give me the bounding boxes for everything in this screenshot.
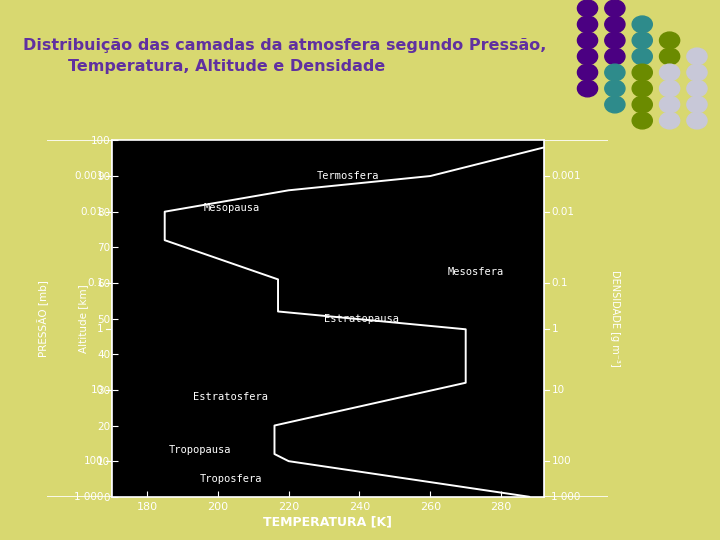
- Circle shape: [687, 64, 707, 81]
- Circle shape: [632, 112, 652, 129]
- Circle shape: [577, 80, 598, 97]
- Text: 1 000: 1 000: [552, 492, 581, 502]
- Circle shape: [577, 32, 598, 49]
- Circle shape: [632, 80, 652, 97]
- Circle shape: [687, 112, 707, 129]
- Text: 10: 10: [91, 385, 104, 395]
- Text: Mesopausa: Mesopausa: [204, 203, 260, 213]
- Text: 1: 1: [97, 325, 104, 334]
- Circle shape: [632, 16, 652, 32]
- Circle shape: [660, 64, 680, 81]
- Text: 0.001: 0.001: [74, 171, 104, 181]
- Text: 1 000: 1 000: [74, 492, 104, 502]
- Text: 0.1: 0.1: [552, 278, 568, 288]
- Circle shape: [632, 32, 652, 49]
- Text: Estratopausa: Estratopausa: [324, 314, 399, 323]
- Circle shape: [660, 80, 680, 97]
- Circle shape: [660, 32, 680, 49]
- Circle shape: [577, 64, 598, 81]
- Text: 10: 10: [552, 385, 564, 395]
- Circle shape: [687, 96, 707, 113]
- Text: 1: 1: [552, 325, 558, 334]
- Circle shape: [687, 80, 707, 97]
- Text: Mesosfera: Mesosfera: [448, 267, 504, 277]
- Text: 0.01: 0.01: [81, 207, 104, 217]
- Circle shape: [660, 48, 680, 65]
- Circle shape: [605, 48, 625, 65]
- Text: Distribuição das camadas da atmosfera segundo Pressão,
        Temperatura, Alti: Distribuição das camadas da atmosfera se…: [23, 38, 546, 74]
- Circle shape: [632, 96, 652, 113]
- Text: DENSIDADE [g m⁻³]: DENSIDADE [g m⁻³]: [610, 270, 620, 367]
- Text: Termosfera: Termosfera: [317, 171, 379, 181]
- Circle shape: [605, 16, 625, 32]
- Text: 100: 100: [552, 456, 571, 466]
- Text: Estratosfera: Estratosfera: [193, 392, 268, 402]
- Circle shape: [605, 80, 625, 97]
- Circle shape: [605, 64, 625, 81]
- Text: Troposfera: Troposfera: [200, 474, 263, 484]
- Circle shape: [660, 112, 680, 129]
- Circle shape: [660, 96, 680, 113]
- Text: Tropopausa: Tropopausa: [168, 446, 230, 455]
- Circle shape: [632, 48, 652, 65]
- Circle shape: [605, 0, 625, 17]
- Text: PRESSÃO [mb]: PRESSÃO [mb]: [37, 280, 50, 357]
- Circle shape: [605, 96, 625, 113]
- Circle shape: [577, 0, 598, 17]
- Circle shape: [577, 48, 598, 65]
- Text: 0.1: 0.1: [87, 278, 104, 288]
- Y-axis label: Altitude [km]: Altitude [km]: [78, 284, 88, 353]
- Text: 100: 100: [84, 456, 104, 466]
- Circle shape: [687, 48, 707, 65]
- Circle shape: [577, 16, 598, 32]
- Circle shape: [632, 64, 652, 81]
- Text: 0.001: 0.001: [552, 171, 581, 181]
- Text: 0.01: 0.01: [552, 207, 575, 217]
- X-axis label: TEMPERATURA [K]: TEMPERATURA [K]: [263, 516, 392, 529]
- Circle shape: [605, 32, 625, 49]
